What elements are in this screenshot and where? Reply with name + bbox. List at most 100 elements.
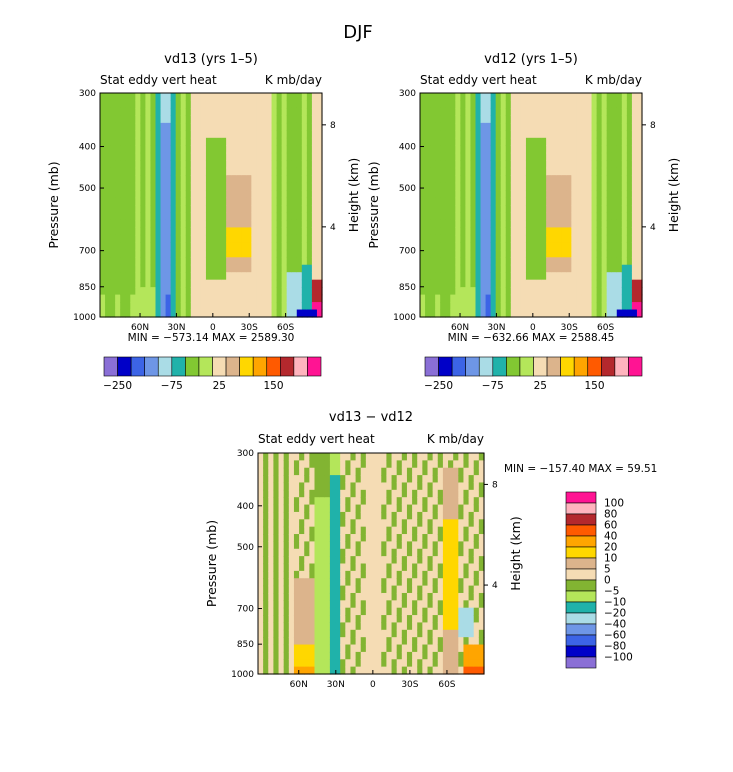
field-cell bbox=[455, 309, 461, 318]
field-cell bbox=[211, 257, 217, 266]
field-cell bbox=[288, 519, 295, 528]
field-cell bbox=[448, 615, 454, 624]
field-cell bbox=[190, 212, 197, 221]
colorbar: −250 −75 25 150 bbox=[103, 356, 322, 392]
field-cell bbox=[283, 666, 290, 675]
field-cell bbox=[190, 257, 197, 266]
colorbar-label: 40 bbox=[604, 531, 617, 543]
field-cell bbox=[468, 526, 475, 535]
field-cell bbox=[495, 309, 502, 318]
field-cell bbox=[115, 242, 121, 251]
field-cell bbox=[150, 197, 157, 206]
field-cell bbox=[268, 637, 275, 646]
field-cell bbox=[515, 93, 522, 102]
field-cell bbox=[626, 302, 633, 311]
field-cell bbox=[468, 453, 475, 461]
field-cell bbox=[505, 234, 512, 243]
field-cell bbox=[165, 234, 172, 243]
field-cell bbox=[437, 460, 444, 469]
field-cell bbox=[541, 93, 547, 102]
field-cell bbox=[231, 264, 237, 273]
field-cell bbox=[150, 279, 157, 288]
field-cell bbox=[130, 212, 136, 221]
field-cell bbox=[596, 137, 603, 146]
field-cell bbox=[355, 489, 362, 498]
field-cell bbox=[606, 137, 613, 146]
field-cell bbox=[505, 130, 512, 139]
field-cell bbox=[160, 197, 167, 206]
field-cell bbox=[551, 115, 557, 124]
field-cell bbox=[591, 272, 598, 281]
field-cell bbox=[180, 264, 187, 273]
field-cell bbox=[306, 137, 313, 146]
field-cell bbox=[335, 607, 341, 616]
y-tick-label: 500 bbox=[399, 184, 416, 194]
field-cell bbox=[205, 212, 212, 221]
field-cell bbox=[216, 257, 222, 266]
field-cell bbox=[561, 145, 567, 154]
field-cell bbox=[120, 107, 126, 116]
field-cell bbox=[458, 489, 465, 498]
field-cell bbox=[396, 497, 403, 506]
field-cell bbox=[621, 212, 628, 221]
field-cell bbox=[391, 666, 398, 675]
field-cell bbox=[546, 249, 552, 258]
field-cell bbox=[495, 93, 502, 102]
field-cell bbox=[266, 130, 273, 139]
field-cell bbox=[306, 242, 313, 251]
field-cell bbox=[636, 272, 643, 281]
field-cell bbox=[246, 234, 252, 243]
field-cell bbox=[427, 651, 434, 660]
field-cell bbox=[293, 519, 300, 528]
field-cell bbox=[541, 190, 547, 199]
field-cell bbox=[401, 467, 408, 476]
field-cell bbox=[301, 272, 308, 281]
field-cell bbox=[291, 212, 298, 221]
field-cell bbox=[140, 212, 147, 221]
field-cell bbox=[571, 160, 578, 169]
field-cell bbox=[205, 182, 212, 191]
field-cell bbox=[105, 100, 111, 109]
field-cell bbox=[120, 197, 126, 206]
field-cell bbox=[241, 122, 247, 131]
field-cell bbox=[309, 629, 316, 638]
field-cell bbox=[455, 190, 461, 199]
field-cell bbox=[455, 287, 461, 296]
field-cell bbox=[576, 160, 583, 169]
field-cell bbox=[195, 130, 202, 139]
field-cell bbox=[190, 100, 197, 109]
field-cell bbox=[293, 585, 300, 594]
field-cell bbox=[412, 585, 418, 594]
field-cell bbox=[281, 122, 288, 131]
field-cell bbox=[485, 130, 492, 139]
field-cell bbox=[125, 279, 131, 288]
field-cell bbox=[288, 651, 295, 660]
field-cell bbox=[546, 197, 552, 206]
field-cell bbox=[160, 152, 167, 161]
field-cell bbox=[500, 219, 507, 228]
field-cell bbox=[611, 234, 618, 243]
field-cell bbox=[205, 107, 212, 116]
field-cell bbox=[591, 287, 598, 296]
field-cell bbox=[355, 541, 362, 550]
field-cell bbox=[386, 504, 393, 513]
field-cell bbox=[601, 152, 608, 161]
field-cell bbox=[293, 467, 300, 476]
field-cell bbox=[165, 272, 172, 281]
field-cell bbox=[286, 234, 293, 243]
field-cell bbox=[510, 249, 517, 258]
field-cell bbox=[505, 212, 512, 221]
field-cell bbox=[417, 629, 423, 638]
colorbar-swatch bbox=[533, 356, 548, 377]
field-cell bbox=[115, 264, 121, 273]
field-cell bbox=[120, 302, 126, 311]
field-cell bbox=[273, 534, 280, 542]
field-cell bbox=[606, 197, 613, 206]
field-cell bbox=[406, 556, 413, 565]
colorbar-swatch bbox=[565, 634, 597, 647]
field-cell bbox=[299, 467, 305, 476]
field-cell bbox=[145, 249, 152, 258]
field-cell bbox=[324, 534, 331, 542]
field-cell bbox=[130, 182, 136, 191]
colorbar-label: −250 bbox=[424, 380, 453, 392]
